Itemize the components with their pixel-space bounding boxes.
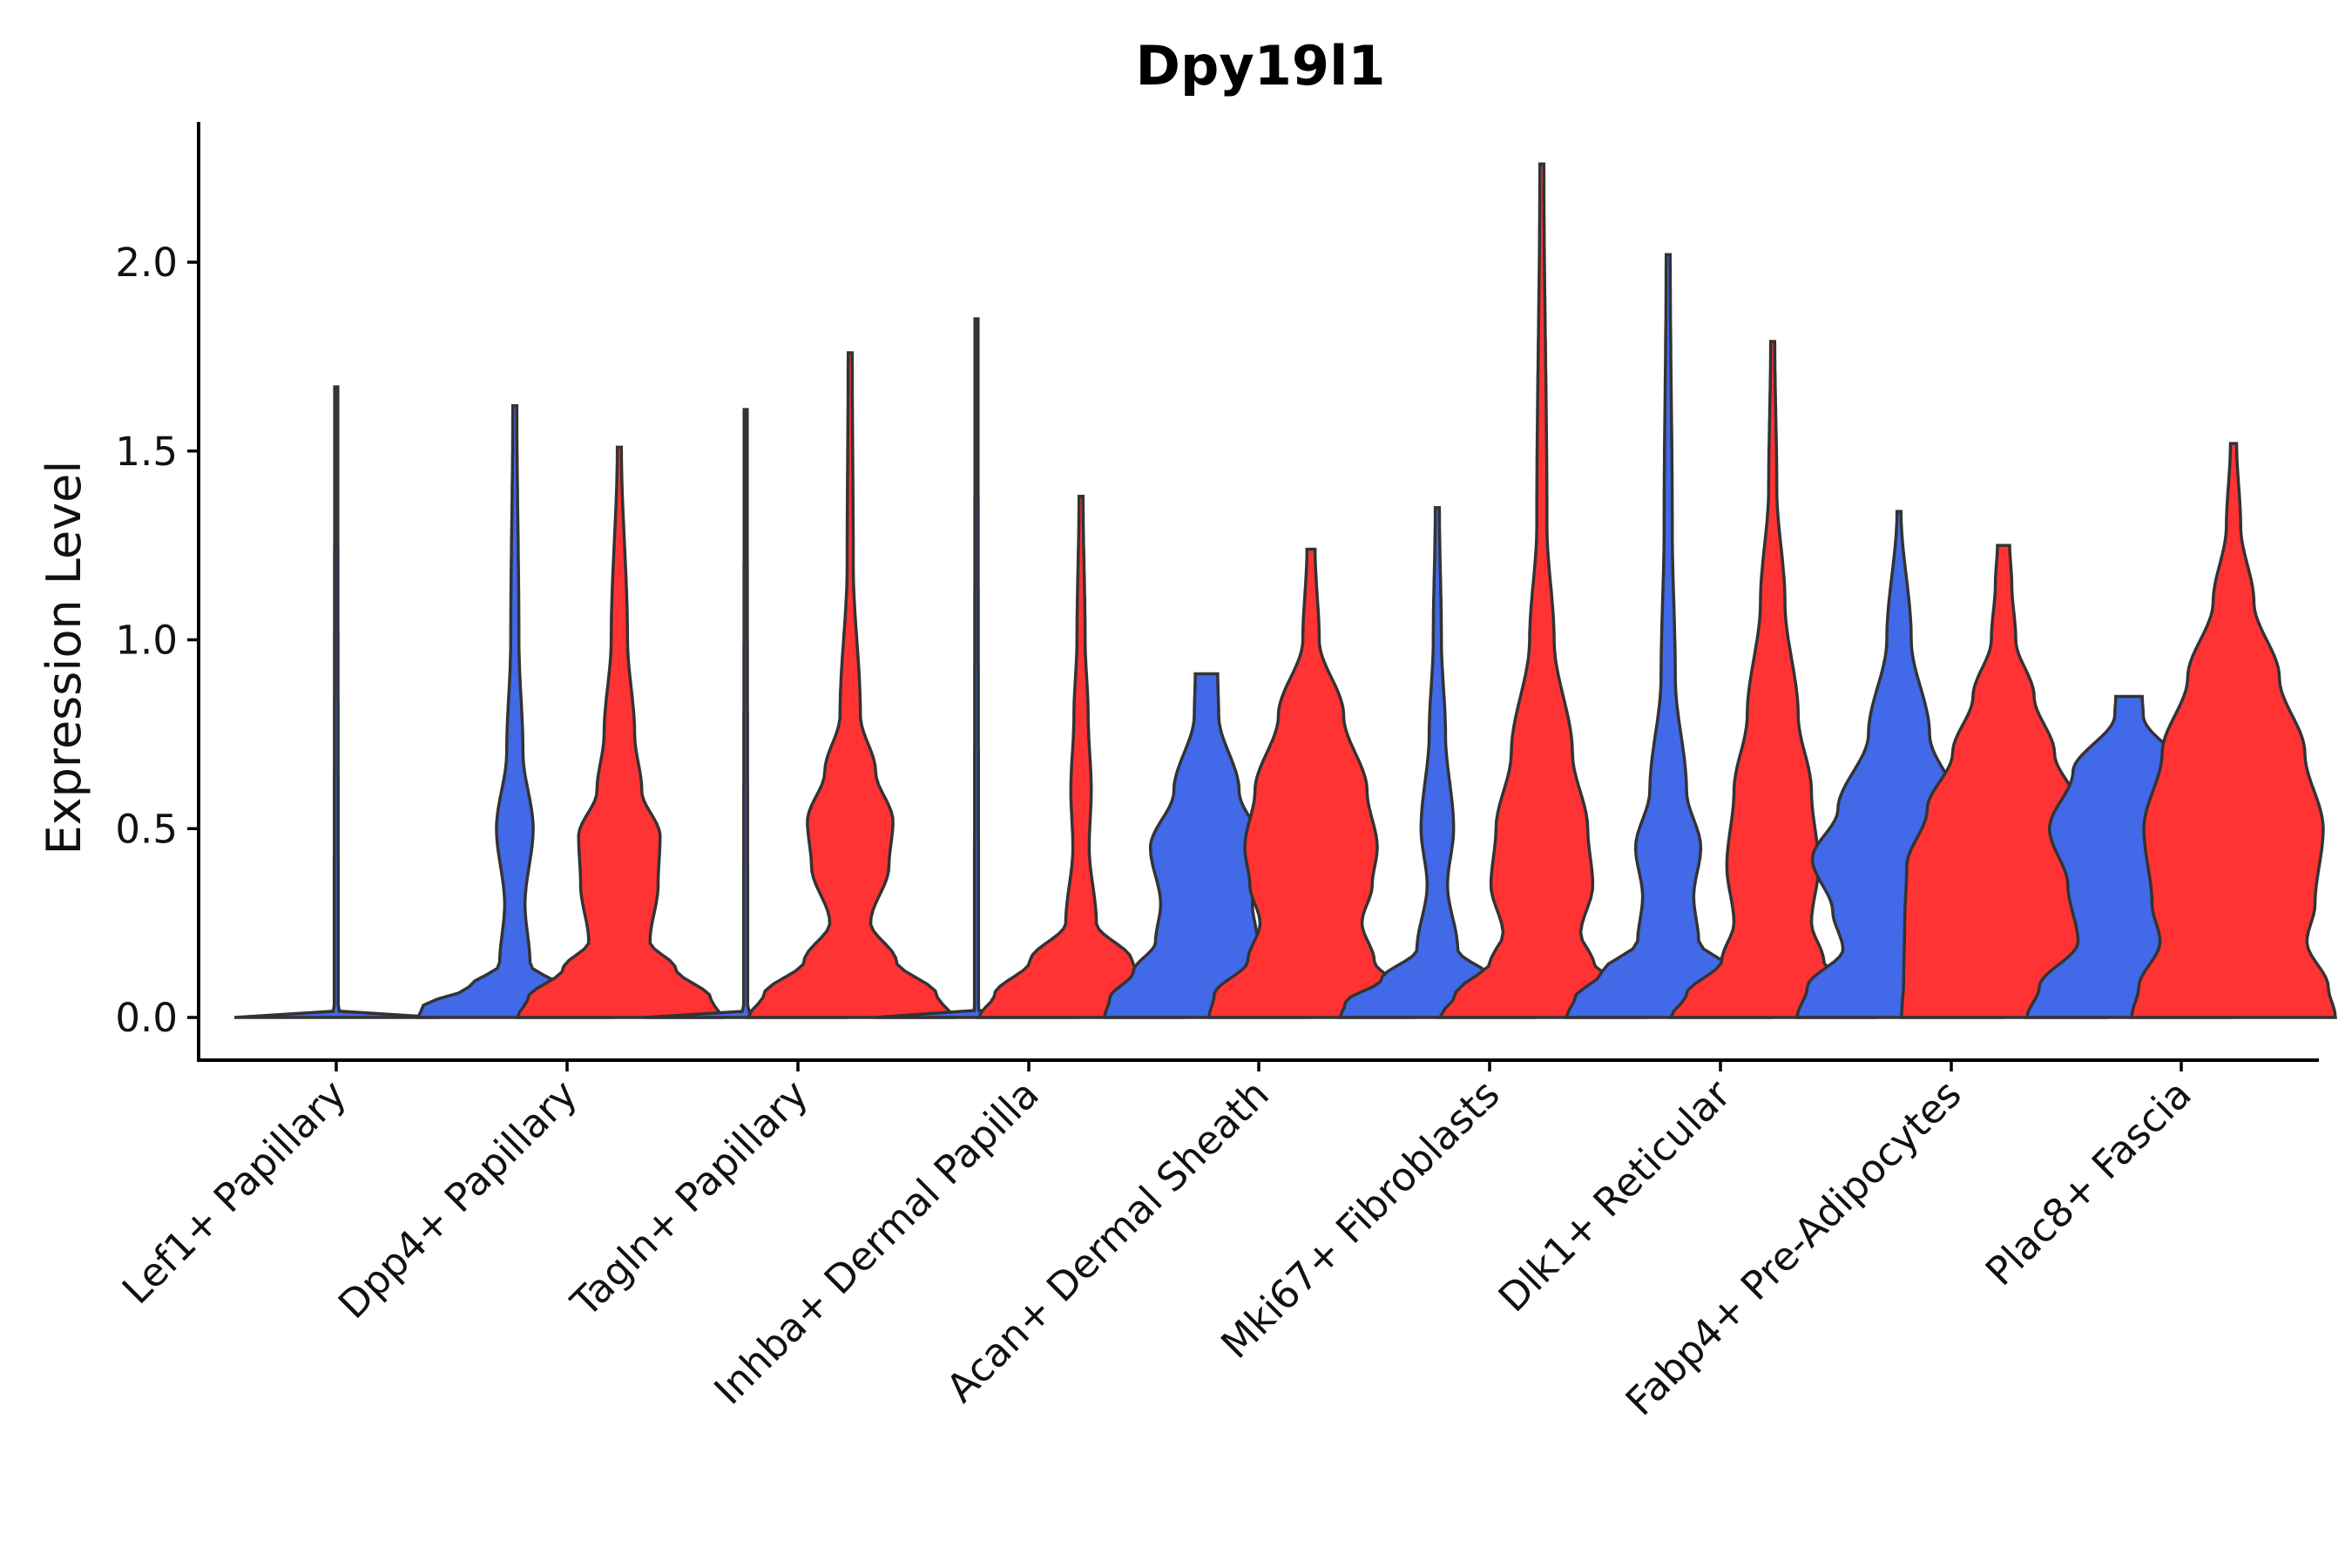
violin-mki67-fibroblasts-group-1 [1338,506,1537,1019]
violin-mki67-fibroblasts-group-2 [1436,162,1647,1019]
violin-dlk1-reticular-group-1 [1564,253,1773,1019]
x-tick-label: Dlk1+ Reticular [1490,1071,1740,1321]
x-tick-label: Lef1+ Papillary [113,1071,355,1313]
x-tick-label: Tagln+ Papillary [562,1071,817,1326]
violin-tagln-papillary-group-1 [643,408,848,1019]
violins-layer [233,162,2337,1019]
y-tick-label: 1.0 [115,618,178,664]
x-tick-label: Dpp4+ Papillary [329,1071,586,1328]
y-tick-label: 0.5 [115,806,178,852]
violin-dpp4-papillary-group-1 [416,403,614,1019]
violin-plac8-fascia-group-2 [2130,442,2337,1019]
y-tick-label: 2.0 [115,240,178,286]
violin-lef1-papillary [233,385,439,1019]
x-tick-label: Plac8+ Fascia [1977,1071,2200,1294]
y-axis-title: Expression Level [37,461,91,855]
y-tick-label: 0.0 [115,995,178,1041]
violin-dpp4-papillary-group-2 [515,445,724,1019]
violin-dlk1-reticular-group-2 [1668,340,1877,1019]
violin-inhba-dermal-papilla-group-2 [977,495,1186,1019]
violin-tagln-papillary-group-2 [746,351,955,1019]
violin-inhba-dermal-papilla-group-1 [874,317,1079,1019]
chart-title: Dpy19l1 [1136,34,1386,98]
y-tick-label: 1.5 [115,429,178,475]
violin-acan-dermal-sheath-group-2 [1207,547,1415,1019]
